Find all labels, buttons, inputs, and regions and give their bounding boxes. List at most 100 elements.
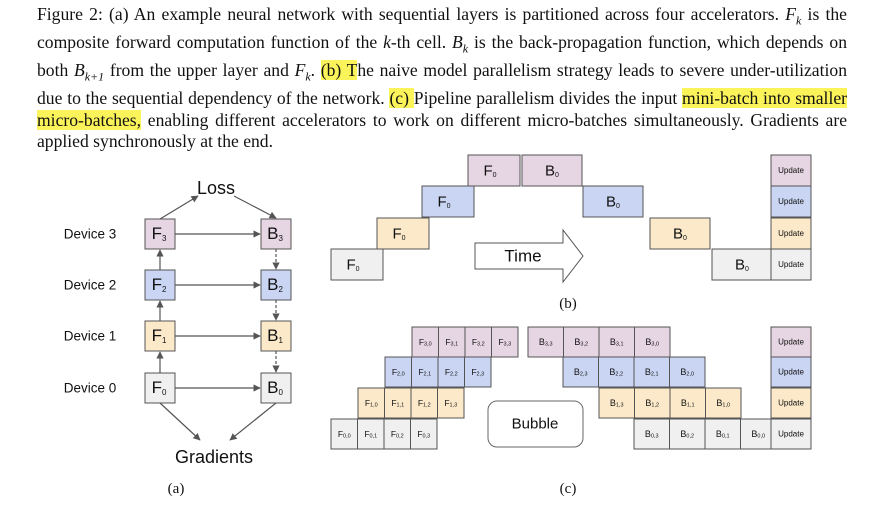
micro-backward-cell: [633, 418, 670, 450]
forward-label: F1: [152, 326, 167, 345]
micro-forward-label: F0,3: [417, 429, 430, 440]
micro-forward-label-letter: F: [365, 398, 370, 408]
update-cell-device-0: [770, 248, 812, 281]
micro-forward-label: F0,2: [391, 429, 404, 440]
micro-backward-cell: [669, 387, 706, 419]
backward-cell-label: B0: [673, 225, 687, 242]
forward-cell-device-2: [421, 185, 475, 218]
panel-a-sublabel: (a): [168, 481, 185, 497]
micro-forward-label-subscript: 1,2: [423, 403, 431, 409]
micro-update-label: Update: [778, 368, 804, 377]
micro-backward-label-subscript: 2,2: [615, 372, 623, 378]
caption-text: from the upper layer and: [104, 60, 295, 81]
forward-label-letter: F: [152, 275, 162, 294]
micro-backward-label-letter: B: [680, 367, 686, 377]
micro-backward-cell: [705, 387, 742, 419]
forward-label: F3: [152, 224, 167, 243]
caption-text: Pipeline parallelism divides the input: [413, 88, 683, 109]
micro-backward-label: B1,0: [716, 398, 730, 409]
backward-label-subscript: 1: [278, 336, 283, 345]
forward-label-subscript: 0: [162, 388, 167, 397]
backward-label-letter: B: [267, 275, 278, 294]
caption-text: he naive model parallelism strategy lead…: [37, 60, 847, 109]
micro-backward-cell: [598, 387, 635, 419]
micro-forward-label: F3,3: [498, 337, 511, 348]
micro-backward-label: B2,1: [645, 367, 659, 378]
micro-forward-label: F1,3: [444, 398, 457, 409]
micro-backward-label-letter: B: [645, 367, 651, 377]
micro-backward-label-letter: B: [574, 337, 580, 347]
micro-forward-cell: [357, 387, 385, 419]
gradients-label: Gradients: [175, 447, 253, 467]
forward-cell-label: F0: [346, 256, 359, 273]
caption-text: is the back-propagation function, which …: [37, 32, 847, 81]
forward-label: F0: [152, 378, 167, 397]
backward-label: B0: [267, 378, 283, 397]
micro-forward-cell: [383, 418, 411, 450]
backward-cell-device-2: [582, 185, 644, 218]
micro-forward-label: F0,1: [364, 429, 377, 440]
micro-backward-label: B3,0: [645, 337, 659, 348]
update-cell-device-3: [770, 154, 812, 187]
forward-cell-label-subscript: 0: [402, 235, 406, 242]
backward-cell-label-letter: B: [606, 193, 616, 210]
micro-backward-label: B3,3: [539, 337, 553, 348]
forward-cell-label-subscript: 0: [447, 203, 451, 210]
micro-forward-label-subscript: 3,0: [424, 342, 432, 348]
micro-backward-label: B2,3: [574, 367, 588, 378]
micro-backward-cell: [669, 356, 706, 388]
backward-label-subscript: 2: [278, 285, 283, 294]
backward-cell-device-1: [649, 217, 711, 250]
micro-forward-label-subscript: 0,1: [370, 434, 378, 440]
micro-forward-label-subscript: 1,3: [450, 403, 458, 409]
micro-forward-cell: [384, 356, 412, 388]
panel-c-sublabel: (c): [560, 481, 577, 497]
update-cell-device-2: [770, 185, 812, 218]
micro-backward-cell: [740, 418, 777, 450]
forward-to-gradients-arrow: [159, 402, 201, 441]
micro-backward-label-subscript: 0,3: [651, 434, 659, 440]
caption-text: k: [796, 13, 802, 28]
micro-update-cell: [770, 356, 812, 388]
micro-forward-label-letter: F: [391, 398, 396, 408]
micro-forward-label-subscript: 2,1: [424, 372, 432, 378]
micro-forward-label-letter: F: [364, 429, 369, 439]
backward-cell-label: B0: [735, 256, 749, 273]
micro-backward-label: B1,2: [645, 398, 659, 409]
micro-backward-label-subscript: 3,0: [651, 342, 659, 348]
micro-backward-label-subscript: 1,2: [651, 403, 659, 409]
backward-label-letter: B: [267, 326, 278, 345]
bubble-label: Bubble: [512, 416, 559, 433]
figure-caption: Figure 2: (a) An example neural network …: [37, 4, 847, 153]
caption-highlight: (b) T: [320, 60, 358, 81]
micro-forward-label-subscript: 3,3: [504, 342, 512, 348]
micro-forward-cell: [384, 387, 412, 419]
caption-highlight: (c): [389, 88, 414, 109]
backward-cell-label-letter: B: [545, 162, 555, 179]
backward-box-b1: [260, 320, 292, 352]
micro-update-label: Update: [778, 338, 804, 347]
micro-forward-label-subscript: 1,0: [370, 403, 378, 409]
time-label: Time: [504, 247, 541, 266]
time-arrow-icon: [474, 228, 584, 284]
loss-label: Loss: [197, 178, 235, 198]
micro-forward-label: F1,2: [418, 398, 431, 409]
micro-backward-label-letter: B: [716, 398, 722, 408]
update-label: Update: [778, 166, 804, 175]
micro-backward-cell: [634, 387, 671, 419]
to-loss-arrow: [159, 195, 199, 220]
micro-backward-label: B1,3: [610, 398, 624, 409]
backward-cell-label: B0: [545, 162, 559, 179]
micro-backward-label: B2,2: [609, 367, 623, 378]
micro-forward-label-subscript: 1,1: [397, 403, 405, 409]
micro-backward-label-subscript: 3,3: [545, 342, 553, 348]
forward-label-letter: F: [152, 224, 162, 243]
micro-forward-label: F2,2: [445, 367, 458, 378]
micro-backward-label-letter: B: [645, 337, 651, 347]
micro-update-cell: [770, 418, 812, 450]
forward-box-f3: [144, 218, 176, 250]
forward-cell-label: F0: [483, 162, 496, 179]
caption-text: F: [785, 4, 797, 24]
forward-cell-label-letter: F: [483, 162, 492, 179]
micro-forward-label: F1,1: [391, 398, 404, 409]
